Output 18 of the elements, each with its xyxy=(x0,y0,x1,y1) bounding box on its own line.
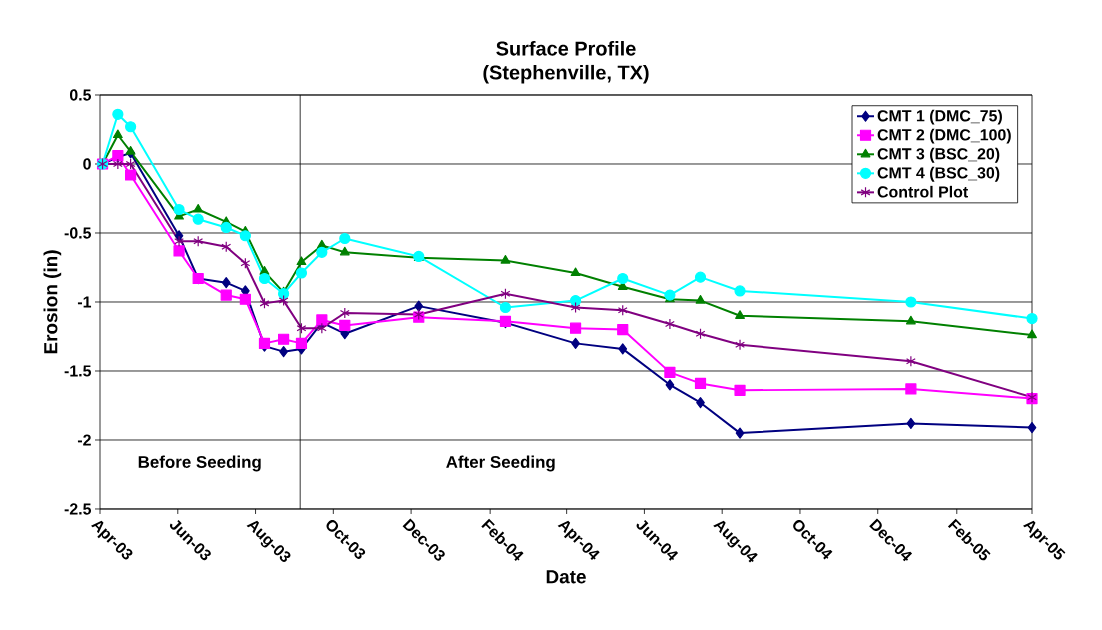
y-tick-label: 0.5 xyxy=(69,89,92,101)
legend-label: CMT 4 (BSC_30) xyxy=(877,166,1000,182)
chart-title: Surface Profile xyxy=(496,41,636,56)
y-tick-label: 0 xyxy=(83,158,91,170)
annotation: Before Seeding xyxy=(138,455,261,472)
y-tick-label: -2 xyxy=(77,434,91,446)
y-axis-title: Erosion (in) xyxy=(43,250,62,354)
legend-label: Control Plot xyxy=(877,185,968,198)
legend-label: CMT 3 (BSC_20) xyxy=(877,147,1000,163)
y-tick-label: -2.5 xyxy=(64,503,92,515)
legend-label: CMT 1 (DMC_75) xyxy=(877,109,1002,125)
chart-subtitle: (Stephenville, TX) xyxy=(483,64,649,84)
y-tick-label: -0.5 xyxy=(64,227,92,239)
y-tick-label: -1.5 xyxy=(64,365,92,377)
annotation: After Seeding xyxy=(446,455,555,472)
y-tick-label: -1 xyxy=(77,296,92,308)
legend-label: CMT 2 (DMC_100) xyxy=(877,128,1011,144)
x-axis-title: Date xyxy=(546,570,586,584)
